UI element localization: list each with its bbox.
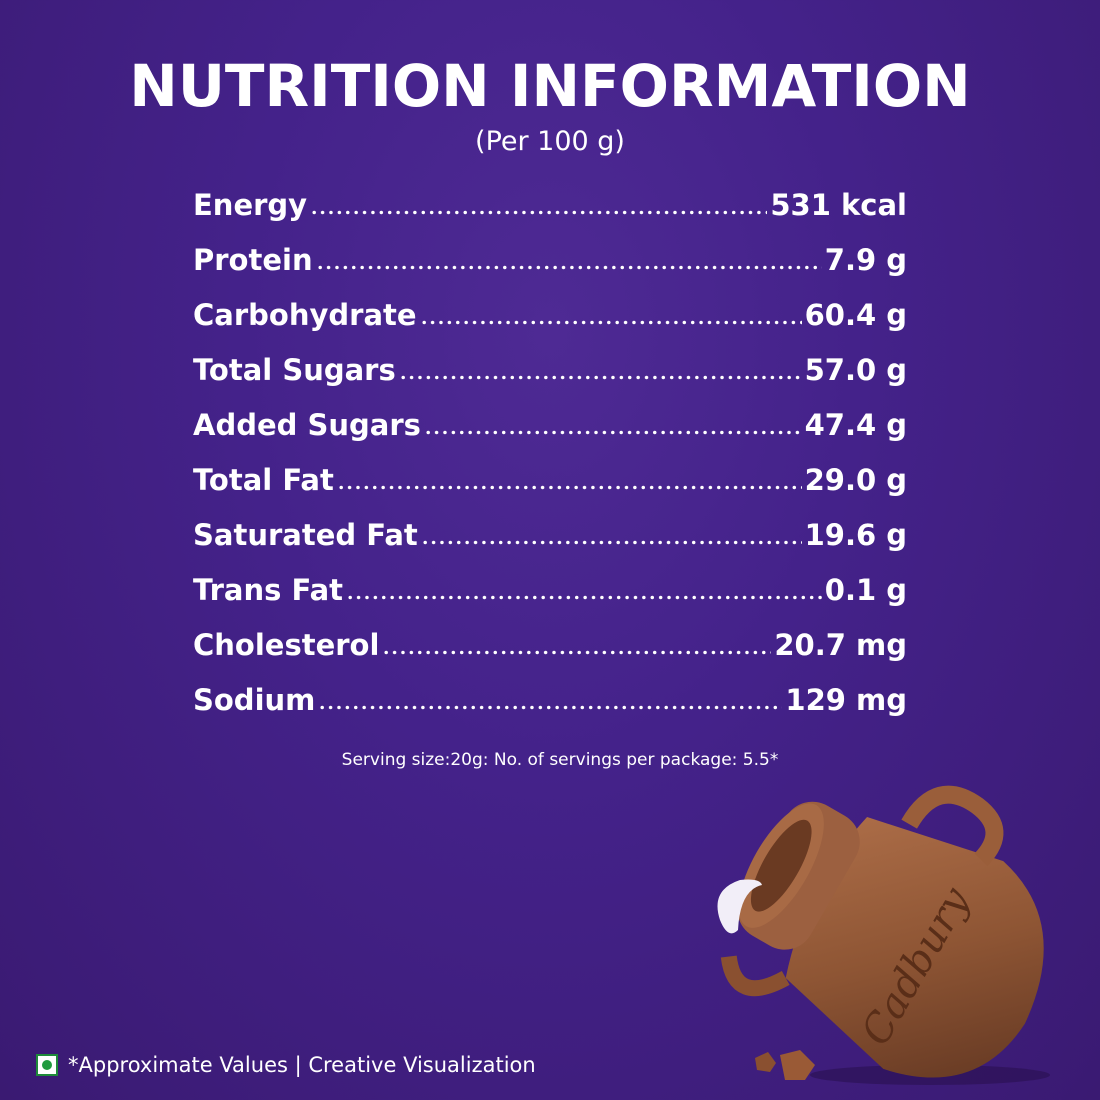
nutrient-row: Sodium 129 mg [193, 683, 907, 738]
nutrient-value: 47.4 g [804, 408, 907, 442]
jug-handle [720, 955, 790, 997]
nutrient-label: Added Sugars [193, 408, 421, 442]
nutrient-row: Added Sugars 47.4 g [193, 408, 907, 463]
nutrient-value: 29.0 g [804, 463, 907, 497]
jug-opening [750, 819, 812, 912]
nutrient-value: 19.6 g [804, 518, 907, 552]
nutrient-label: Protein [193, 243, 313, 277]
dot-leader [423, 430, 802, 435]
dot-leader [346, 595, 822, 600]
chocolate-chunk [780, 1050, 815, 1080]
nutrient-row: Total Sugars 57.0 g [193, 353, 907, 408]
jug-handle [901, 785, 1004, 866]
dot-leader [419, 320, 802, 325]
nutrient-value: 0.1 g [824, 573, 907, 607]
page-title: NUTRITION INFORMATION [129, 52, 971, 120]
nutrient-value: 531 kcal [770, 188, 907, 222]
dot-leader [310, 210, 768, 215]
nutrient-row: Protein 7.9 g [193, 243, 907, 298]
dot-leader [336, 485, 802, 490]
nutrient-label: Sodium [193, 683, 316, 717]
nutrient-value: 129 mg [785, 683, 907, 717]
milk-drip [717, 879, 762, 934]
nutrient-label: Cholesterol [193, 628, 380, 662]
nutrient-row: Carbohydrate 60.4 g [193, 298, 907, 353]
nutrient-row: Saturated Fat 19.6 g [193, 518, 907, 573]
nutrient-row: Trans Fat 0.1 g [193, 573, 907, 628]
dot-leader [315, 265, 822, 270]
nutrient-label: Total Sugars [193, 353, 396, 387]
nutrient-value: 57.0 g [804, 353, 907, 387]
chocolate-chunk [755, 1052, 776, 1072]
nutrient-value: 20.7 mg [774, 628, 907, 662]
nutrient-label: Trans Fat [193, 573, 344, 607]
nutrient-label: Saturated Fat [193, 518, 418, 552]
dot-leader [420, 540, 802, 545]
nutrient-value: 60.4 g [804, 298, 907, 332]
chocolate-jug-illustration: Cadbury [717, 785, 1050, 1085]
jug-body [785, 817, 1044, 1078]
nutrient-label: Carbohydrate [193, 298, 417, 332]
dot-leader [398, 375, 802, 380]
nutrient-label: Total Fat [193, 463, 334, 497]
disclaimer-text: *Approximate Values | Creative Visualiza… [68, 1053, 536, 1077]
nutrient-label: Energy [193, 188, 308, 222]
vegetarian-mark-icon [36, 1054, 58, 1076]
nutrition-table: Energy 531 kcal Protein 7.9 g Carbohydrate… [193, 188, 907, 738]
nutrient-row: Cholesterol 20.7 mg [193, 628, 907, 683]
nutrient-row: Total Fat 29.0 g [193, 463, 907, 518]
footer-note: *Approximate Values | Creative Visualiza… [36, 1053, 536, 1077]
dot-leader [318, 705, 783, 710]
dot-leader [382, 650, 772, 655]
page-subtitle: (Per 100 g) [475, 126, 625, 157]
nutrient-row: Energy 531 kcal [193, 188, 907, 243]
nutrient-value: 7.9 g [824, 243, 907, 277]
serving-size-note: Serving size:20g: No. of servings per pa… [341, 750, 779, 770]
